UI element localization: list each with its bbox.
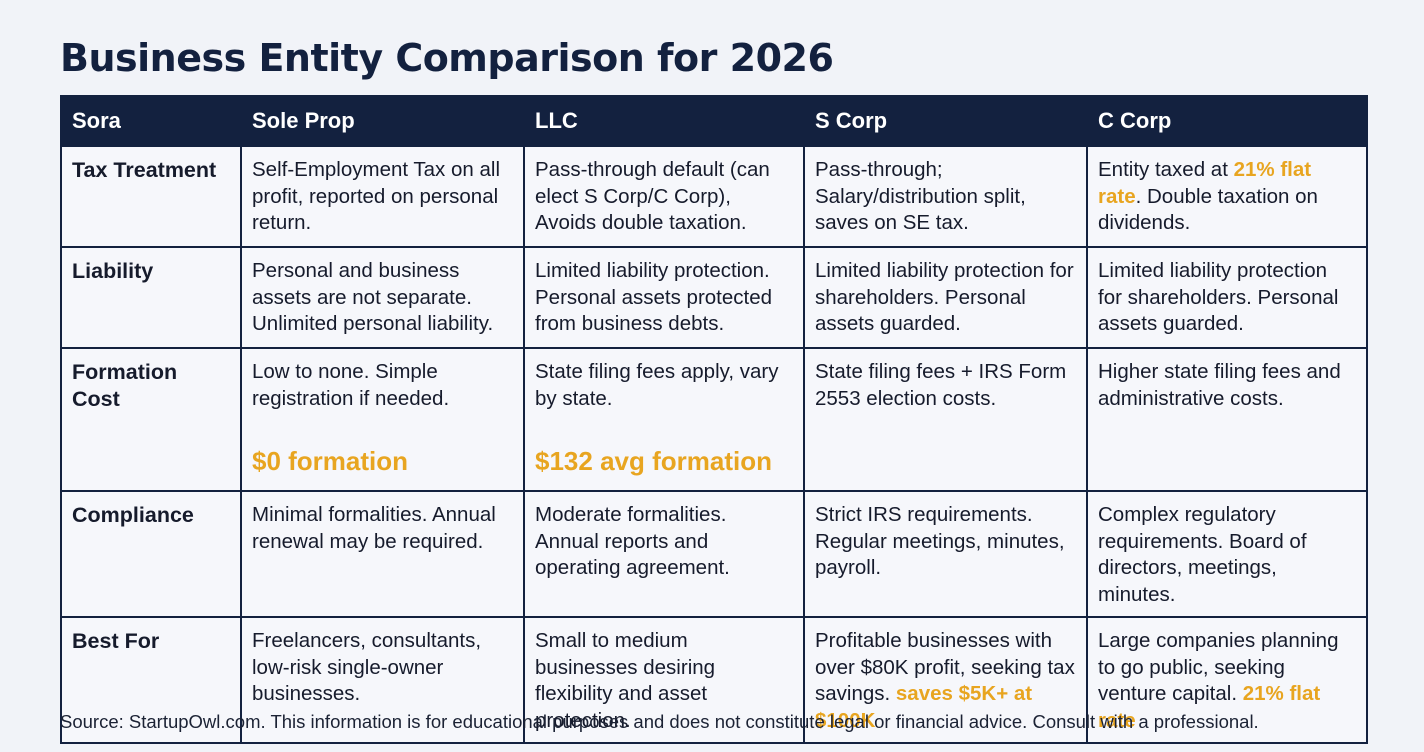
table-cell: Pass-through; Salary/distribution split,… [803,145,1088,248]
table-cell: Low to none. Simple registration if need… [240,347,525,492]
table-cell: Higher state filing fees and administrat… [1086,347,1368,492]
table-cell: Limited liability protection. Personal a… [523,246,805,349]
comparison-table: Sora Sole Prop LLC S Corp C Corp Tax Tre… [60,95,1368,744]
table-row: Tax Treatment Self-Employment Tax on all… [60,145,1368,248]
table-cell: State filing fees + IRS Form 2553 electi… [803,347,1088,492]
table-row: Liability Personal and business assets a… [60,246,1368,349]
table-cell: Minimal formalities. Annual renewal may … [240,490,525,618]
cell-text: . Double taxation on dividends. [1098,184,1318,235]
table-row: Best For Freelancers, consultants, low-r… [60,616,1368,744]
cell-text: Large companies planning to go public, s… [1098,629,1339,705]
cell-text: Low to none. Simple registration if need… [252,360,450,410]
table-cell: Small to medium businesses desiring flex… [523,616,805,744]
table-cell: Self-Employment Tax on all profit, repor… [240,145,525,248]
table-cell: Entity taxed at 21% flat rate. Double ta… [1086,145,1368,248]
page-title: Business Entity Comparison for 2026 [60,36,834,80]
cell-text: State filing fees apply, vary by state. [535,360,779,410]
formation-cost-highlight: $0 formation [252,446,409,476]
cell-text: Profitable businesses with over $80K pro… [815,629,1075,705]
table-cell: Profitable businesses with over $80K pro… [803,616,1088,744]
row-label: Liability [60,246,242,349]
header-cell: LLC [523,95,805,147]
row-label: Formation Cost [60,347,242,492]
header-cell: S Corp [803,95,1088,147]
table-cell: State filing fees apply, vary by state. $… [523,347,805,492]
cell-text: Entity taxed at [1098,158,1234,181]
table-cell: Complex regulatory requirements. Board o… [1086,490,1368,618]
header-cell: Sole Prop [240,95,525,147]
table-cell: Freelancers, consultants, low-risk singl… [240,616,525,744]
table-cell: Pass-through default (can elect S Corp/C… [523,145,805,248]
row-label: Tax Treatment [60,145,242,248]
table-cell: Limited liability protection for shareho… [1086,246,1368,349]
header-cell: C Corp [1086,95,1368,147]
formation-cost-highlight: $132 avg formation [535,446,772,476]
table-cell: Personal and business assets are not sep… [240,246,525,349]
row-label: Compliance [60,490,242,618]
table-cell: Strict IRS requirements. Regular meeting… [803,490,1088,618]
source-note: Source: StartupOwl.com. This information… [60,711,1259,732]
table-cell: Large companies planning to go public, s… [1086,616,1368,744]
highlight-text: saves $5K+ at $100K [815,682,1033,732]
table-cell: Limited liability protection for shareho… [803,246,1088,349]
table-row: Formation Cost Low to none. Simple regis… [60,347,1368,492]
table-row: Compliance Minimal formalities. Annual r… [60,490,1368,618]
highlight-text: 21% flat rate [1098,682,1321,732]
highlight-text: 21% flat rate [1098,158,1312,208]
table-header-row: Sora Sole Prop LLC S Corp C Corp [60,95,1368,147]
header-cell: Sora [60,95,242,147]
row-label: Best For [60,616,242,744]
table-cell: Moderate formalities. Annual reports and… [523,490,805,618]
